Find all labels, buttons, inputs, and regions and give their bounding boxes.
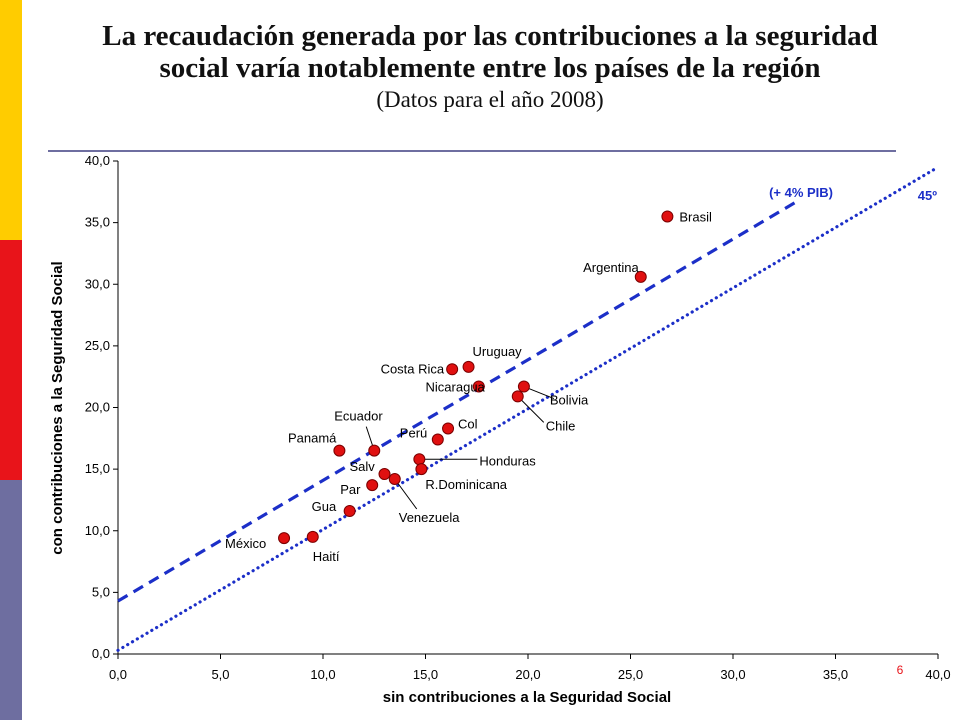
data-point-salv [378, 468, 391, 481]
title-line-1: La recaudación generada por las contribu… [102, 20, 878, 52]
point-label-bolivia: Bolivia [550, 393, 589, 408]
data-point-chile [511, 390, 524, 403]
accent-bar-red [0, 240, 22, 480]
chart-axes: 0,0 5,0 10,0 15,0 20,0 25,0 30,0 35,0 40,0 0,0 5,0… [85, 153, 951, 682]
data-point-hait [306, 530, 319, 543]
data-point-venezuela [388, 472, 401, 485]
y-axis-label: con contribuciones a la Seguridad Social [49, 261, 66, 554]
data-point-argentina [634, 270, 647, 283]
point-label-panam: Panamá [288, 431, 337, 446]
point-label-venezuela: Venezuela [399, 510, 460, 525]
point-label-mxico: México [225, 536, 266, 551]
accent-bar-blue [0, 480, 22, 720]
y-tick-label: 5,0 [92, 584, 110, 599]
point-label-par: Par [340, 482, 361, 497]
x-tick-label: 20,0 [515, 667, 540, 682]
page-number: 6 [897, 663, 904, 677]
slide-title: La recaudación generada por las contribu… [40, 20, 940, 116]
y-tick-label: 20,0 [85, 400, 110, 415]
y-tick-label: 15,0 [85, 461, 110, 476]
y-tick-label: 30,0 [85, 276, 110, 291]
data-point-per [431, 433, 444, 446]
x-tick-label: 35,0 [823, 667, 848, 682]
data-point-costarica [446, 363, 459, 376]
data-point-panam [333, 444, 346, 457]
x-tick-label: 30,0 [720, 667, 745, 682]
y-tick-label: 35,0 [85, 215, 110, 230]
slide-subtitle: (Datos para el año 2008) [376, 87, 604, 112]
y-tick-label: 10,0 [85, 523, 110, 538]
point-label-uruguay: Uruguay [473, 344, 523, 359]
data-point-par [366, 479, 379, 492]
reference-line-label: 45º [918, 188, 937, 203]
point-label-salv: Salv [350, 459, 376, 474]
point-label-costarica: Costa Rica [381, 361, 445, 376]
reference-lines: 45º (+ 4% PIB) [116, 165, 940, 652]
data-point-ecuador [368, 444, 381, 457]
point-label-honduras: Honduras [479, 453, 536, 468]
point-label-rdominicana: R.Dominicana [425, 477, 507, 492]
reference-line-label: (+ 4% PIB) [769, 185, 833, 200]
point-label-ecuador: Ecuador [334, 409, 383, 424]
data-point-nicaragua [472, 380, 485, 393]
point-label-nicaragua: Nicaragua [426, 380, 486, 395]
reference-line-45 [116, 165, 940, 652]
accent-bar-yellow [0, 0, 22, 240]
title-line-2: social varía notablemente entre los país… [159, 52, 821, 84]
data-point-honduras [413, 453, 426, 466]
point-label-argentina: Argentina [583, 260, 639, 275]
x-tick-label: 15,0 [413, 667, 438, 682]
x-tick-label: 25,0 [618, 667, 643, 682]
x-tick-label: 5,0 [211, 667, 229, 682]
reference-line-4pct [117, 201, 796, 603]
point-label-per: Perú [400, 426, 427, 441]
data-point-mxico [278, 532, 291, 545]
y-tick-label: 40,0 [85, 153, 110, 168]
point-label-hait: Haití [313, 549, 340, 564]
y-tick-label: 25,0 [85, 338, 110, 353]
data-point-brasil [661, 210, 674, 223]
leader-line-chile [517, 396, 545, 423]
y-tick-label: 0,0 [92, 646, 110, 661]
data-point-uruguay [462, 360, 475, 373]
point-label-col: Col [458, 416, 478, 431]
point-label-gua: Gua [312, 499, 337, 514]
x-tick-label: 40,0 [925, 667, 950, 682]
data-points: Brasil Argentina Uruguay Costa Rica Nicaragu… [225, 209, 712, 563]
point-label-chile: Chile [546, 418, 576, 433]
x-tick-label: 10,0 [310, 667, 335, 682]
data-point-bolivia [517, 380, 530, 393]
leader-line-venezuela [394, 478, 418, 510]
point-label-brasil: Brasil [679, 209, 712, 224]
x-axis-label: sin contribuciones a la Seguridad Social [383, 689, 671, 706]
title-divider [48, 150, 896, 152]
data-point-col [442, 422, 455, 435]
data-point-rdominicana [415, 463, 428, 476]
data-point-gua [343, 505, 356, 518]
x-tick-label: 0,0 [109, 667, 127, 682]
